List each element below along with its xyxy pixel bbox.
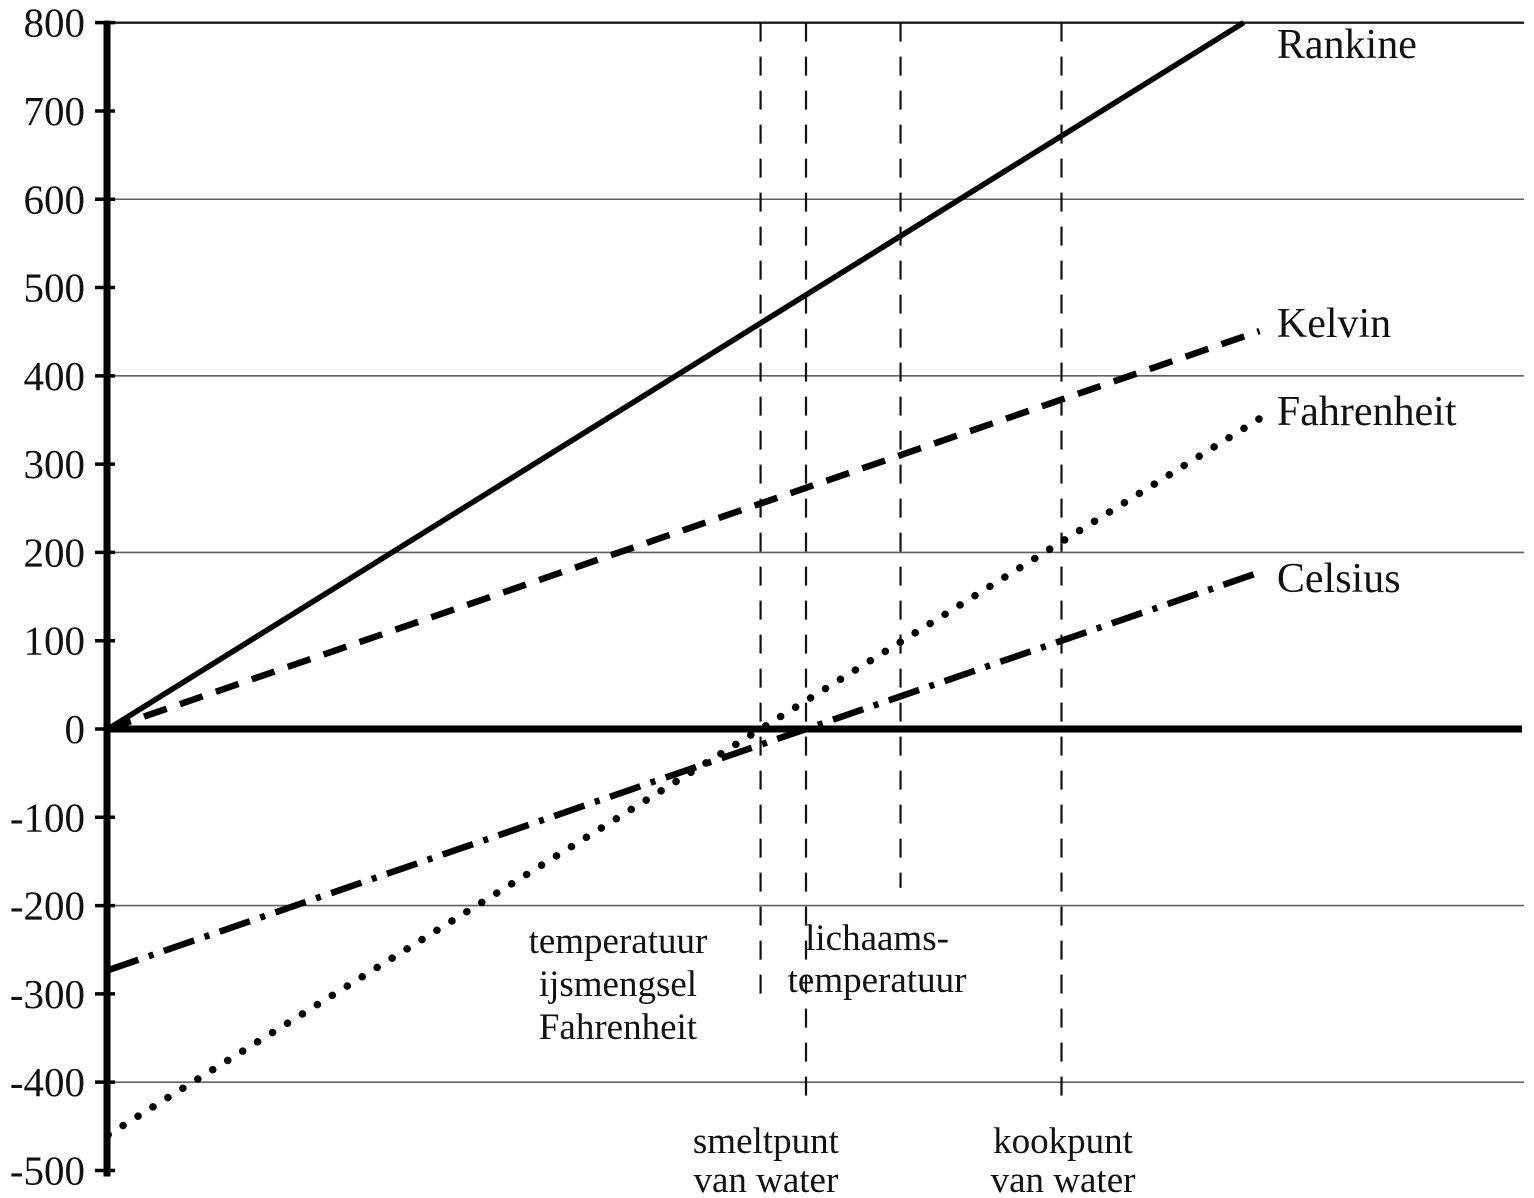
y-axis-tick-label--500: -500 [10,1147,85,1193]
annotation-ijsmengsel-fahrenheit-line-2: ijsmengsel [539,964,697,1005]
y-axis-tick-label--300: -300 [10,971,85,1017]
y-axis-tick-label-500: 500 [24,265,86,311]
series-label-fahrenheit: Fahrenheit [1277,389,1457,435]
series-lines-group [104,20,1264,1139]
y-axis-tick-label--100: -100 [10,794,85,840]
annotation-ijsmengsel-fahrenheit-line-1: temperatuur [529,921,708,962]
annotation-kookpunt-van-water-line-2: van water [991,1160,1136,1198]
y-axis-tick-label-800: 800 [24,0,86,46]
y-axis-tick-label-100: 100 [24,618,86,664]
series-line-celsius [107,569,1261,974]
y-axis-tick-label-600: 600 [24,176,86,222]
series-labels-group: Rankine Kelvin Fahrenheit Celsius [1277,22,1457,602]
y-axis-tick-label-400: 400 [24,353,86,399]
annotation-smeltpunt-van-water-line-1: smeltpunt [693,1121,840,1162]
annotation-kookpunt-van-water-line-1: kookpunt [993,1121,1134,1162]
annotation-ijsmengsel-fahrenheit-line-3: Fahrenheit [539,1007,698,1048]
y-axis-tick-label--400: -400 [10,1059,85,1105]
annotations-group: temperatuurijsmengselFahrenheitsmeltpunt… [529,918,1136,1198]
series-line-fahrenheit [104,414,1264,1139]
gridlines-group [107,21,1524,1083]
series-label-celsius: Celsius [1277,556,1401,602]
y-axis-tick-label-700: 700 [24,88,86,134]
guide-lines-group [759,22,1063,1107]
series-label-kelvin: Kelvin [1277,301,1391,347]
y-axis-tick-label-200: 200 [24,529,86,575]
annotation-smeltpunt-van-water-line-2: van water [693,1160,838,1198]
series-line-rankine [106,20,1246,732]
annotation-lichaamstemperatuur-line-2: temperatuur [788,960,967,1001]
series-label-rankine: Rankine [1277,22,1417,68]
y-axis-tick-label--200: -200 [10,883,85,929]
y-axis-group: 800 700 600 500 400 300 200 100 0 -100 -200 -300 -40… [10,0,1522,1193]
annotation-lichaamstemperatuur-line-1: lichaams- [805,918,949,959]
series-line-kelvin [107,328,1261,733]
y-axis-tick-label-0: 0 [65,706,86,752]
y-axis-tick-label-300: 300 [24,441,86,487]
